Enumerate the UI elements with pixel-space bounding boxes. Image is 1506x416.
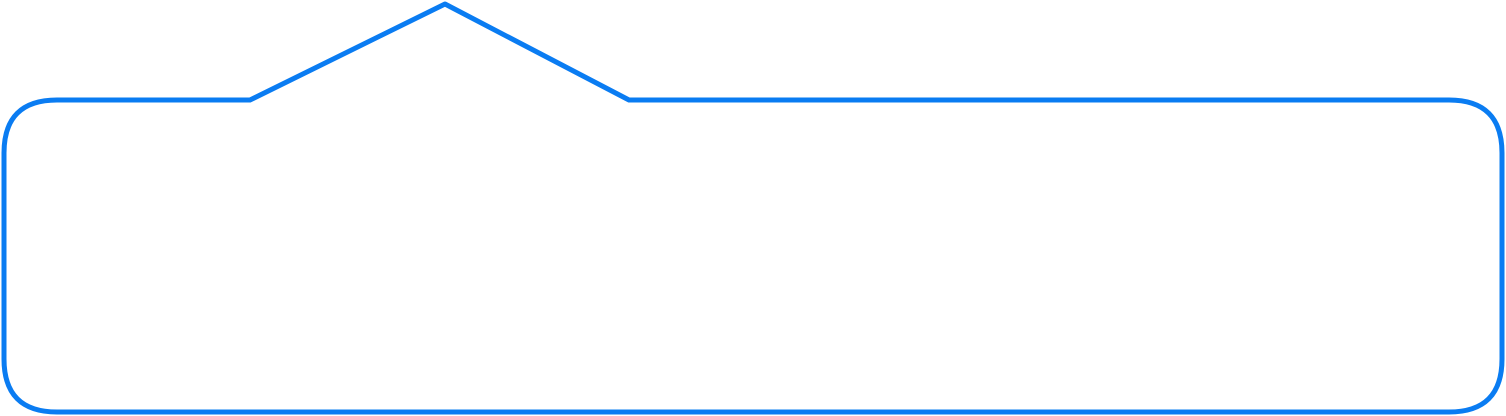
callout-body xyxy=(40,130,1466,380)
